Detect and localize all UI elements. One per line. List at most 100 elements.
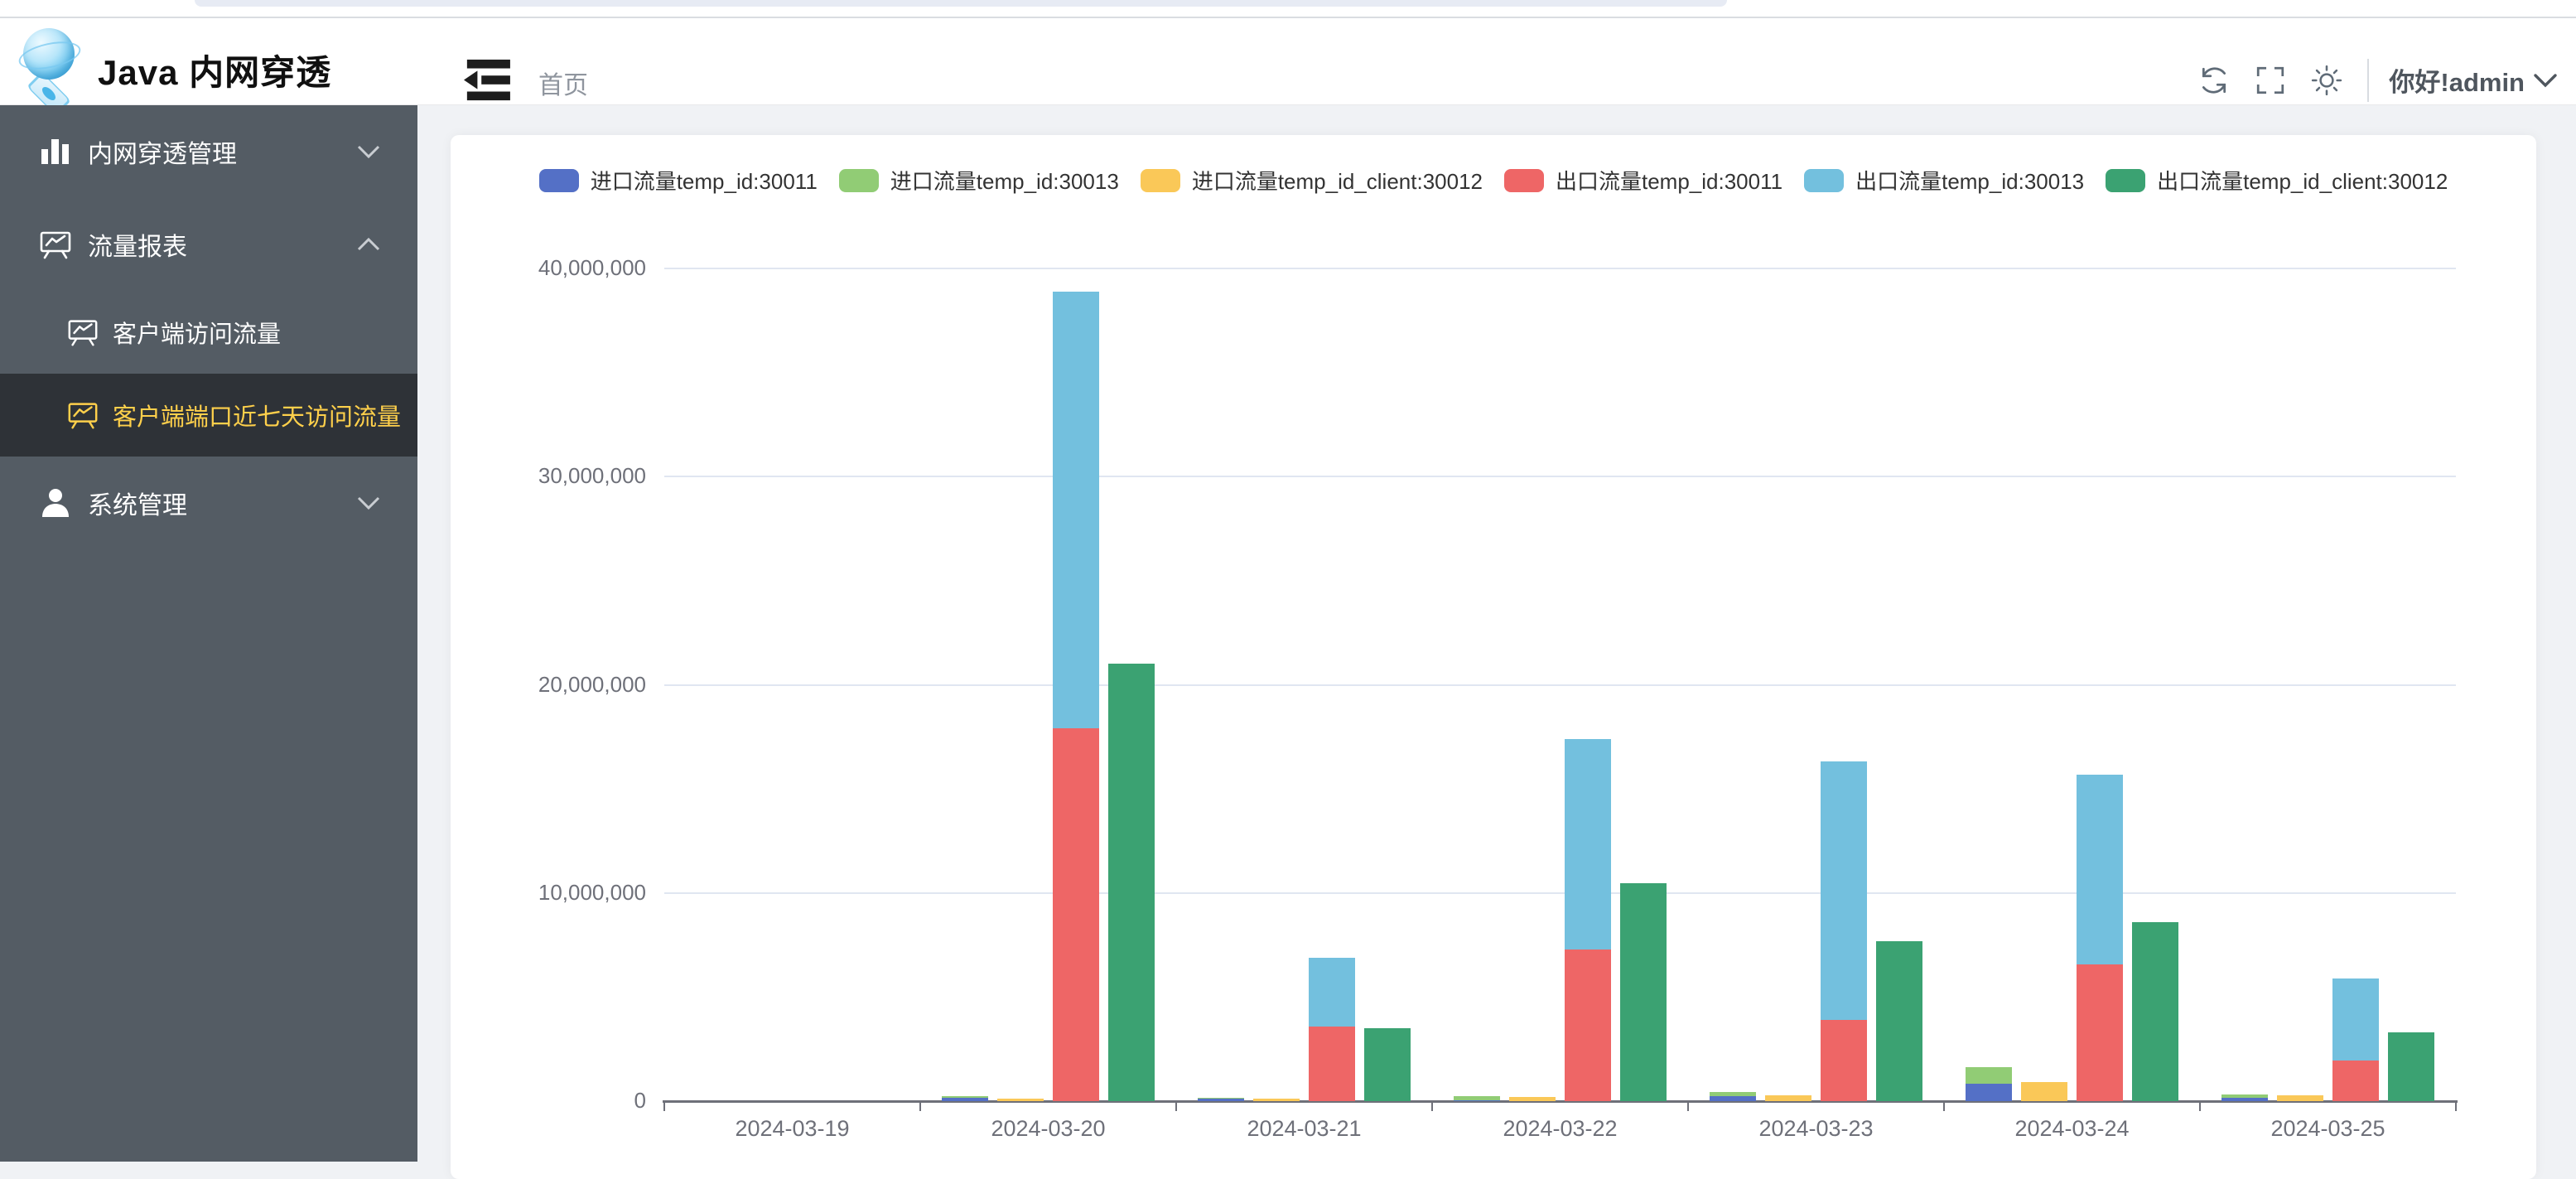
bar-segment[interactable]: [1710, 1096, 1756, 1101]
y-axis-label: 10,000,000: [538, 879, 646, 905]
bar-segment[interactable]: [2277, 1095, 2323, 1101]
bar-segment[interactable]: [2221, 1094, 2268, 1099]
x-axis-tick: [2199, 1101, 2201, 1111]
browser-bar-edge: [195, 0, 1727, 7]
bar-segment[interactable]: [1198, 1099, 1244, 1101]
legend-label: 出口流量temp_id:30013: [1855, 169, 2085, 194]
bar-segment[interactable]: [1108, 664, 1155, 1101]
bar-segment[interactable]: [1821, 1020, 1867, 1101]
chart-card: 进口流量temp_id:30011 进口流量temp_id:30013 进口流量te…: [451, 135, 2536, 1179]
app-logo: [17, 25, 86, 116]
legend-item[interactable]: 进口流量temp_id:30013: [838, 165, 1119, 196]
y-axis-label: 30,000,000: [538, 463, 646, 489]
legend-item[interactable]: 进口流量temp_id:30011: [538, 165, 818, 196]
bar-segment[interactable]: [1454, 1096, 1500, 1100]
sidebar-subitem-client-port-7day-traffic[interactable]: 客户端端口近七天访问流量: [0, 374, 417, 457]
legend-swatch: [838, 168, 879, 192]
theme-sun-icon[interactable]: [2311, 65, 2342, 96]
sidebar-item-tunnel-management[interactable]: 内网穿透管理: [0, 105, 417, 198]
x-axis-label: 2024-03-20: [991, 1116, 1106, 1141]
bar-segment[interactable]: [1821, 761, 1867, 1021]
bar-chart-plot: [663, 268, 2458, 1111]
bar-segment[interactable]: [1966, 1066, 2012, 1084]
bar-segment[interactable]: [1253, 1099, 1300, 1101]
sidebar-item-label: 流量报表: [88, 234, 187, 261]
x-axis-label: 2024-03-22: [1503, 1116, 1618, 1141]
legend-swatch: [1140, 168, 1180, 192]
bar-segment[interactable]: [2332, 1061, 2379, 1101]
x-axis-tick: [919, 1101, 921, 1111]
bar-segment[interactable]: [1565, 949, 1611, 1101]
legend-label: 进口流量temp_id:30011: [590, 169, 818, 194]
sidebar-subitem-label: 客户端端口近七天访问流量: [113, 404, 402, 431]
fullscreen-icon[interactable]: [2255, 65, 2286, 96]
chart-board-icon: [68, 403, 98, 429]
bar-segment[interactable]: [1876, 940, 1922, 1101]
legend-item[interactable]: 出口流量temp_id:30011: [1504, 165, 1782, 196]
bar-segment[interactable]: [1620, 883, 1667, 1101]
y-axis-label: 0: [634, 1088, 646, 1113]
sidebar-item-label: 内网穿透管理: [88, 141, 237, 168]
breadcrumb[interactable]: 首页: [538, 72, 588, 99]
bar-segment[interactable]: [2132, 921, 2178, 1101]
legend-label: 出口流量temp_id:30011: [1556, 169, 1783, 194]
bar-segment[interactable]: [1053, 291, 1099, 729]
chart-board-icon: [68, 320, 98, 346]
chevron-up-icon: [357, 237, 380, 251]
bar-segment[interactable]: [1565, 738, 1611, 949]
bar-segment[interactable]: [2077, 964, 2123, 1101]
x-axis-label: 2024-03-24: [2014, 1116, 2130, 1141]
header: Java 内网穿透 首页 你好!admin: [0, 18, 2576, 116]
bar-chart-icon: [41, 139, 69, 164]
bar-segment[interactable]: [2388, 1032, 2434, 1101]
legend-item[interactable]: 出口流量temp_id:30013: [1804, 165, 2084, 196]
sidebar-item-traffic-report[interactable]: 流量报表: [0, 198, 417, 291]
legend-swatch: [538, 168, 579, 192]
user-icon: [42, 489, 69, 517]
x-axis-label: 2024-03-25: [2270, 1116, 2385, 1141]
refresh-icon[interactable]: [2198, 65, 2230, 96]
bar-segment[interactable]: [942, 1097, 988, 1101]
bar-segment[interactable]: [2077, 774, 2123, 965]
bar-segment[interactable]: [1710, 1092, 1756, 1097]
bar-segment[interactable]: [1966, 1083, 2012, 1101]
bar-segment[interactable]: [1198, 1097, 1244, 1099]
bar-segment[interactable]: [2021, 1082, 2067, 1101]
sidebar-item-label: 系统管理: [88, 492, 187, 519]
y-axis-label: 20,000,000: [538, 671, 646, 697]
bar-segment[interactable]: [2332, 978, 2379, 1061]
x-axis-tick: [1431, 1101, 1433, 1111]
gridline: [664, 891, 2456, 894]
bar-segment[interactable]: [2221, 1098, 2268, 1101]
chart-legend: 进口流量temp_id:30011 进口流量temp_id:30013 进口流量te…: [451, 165, 2536, 196]
sidebar: 内网穿透管理 流量报表 客户端访问流量 客户端端口近七天访问流量: [0, 105, 417, 1162]
x-axis-label: 2024-03-19: [735, 1116, 850, 1141]
gridline: [664, 268, 2456, 269]
bar-segment[interactable]: [997, 1099, 1044, 1101]
legend-swatch: [1504, 168, 1544, 192]
bar-segment[interactable]: [1364, 1028, 1411, 1101]
sidebar-subitem-client-traffic[interactable]: 客户端访问流量: [0, 291, 417, 374]
gridline: [664, 476, 2456, 478]
sidebar-item-system-management[interactable]: 系统管理: [0, 457, 417, 549]
legend-swatch: [2106, 168, 2146, 192]
bar-segment[interactable]: [1454, 1099, 1500, 1101]
legend-label: 出口流量temp_id_client:30012: [2157, 169, 2448, 194]
x-axis-tick: [1175, 1101, 1177, 1111]
sidebar-fold-icon[interactable]: [462, 58, 510, 103]
bar-segment[interactable]: [1509, 1097, 1556, 1101]
legend-swatch: [1804, 168, 1845, 192]
gridline: [664, 684, 2456, 686]
bar-segment[interactable]: [942, 1096, 988, 1098]
bar-segment[interactable]: [1765, 1095, 1811, 1101]
user-dropdown[interactable]: 你好!admin: [2389, 61, 2558, 99]
chevron-down-icon: [2534, 73, 2557, 87]
bar-segment[interactable]: [1053, 728, 1099, 1101]
x-axis-line: [663, 1100, 2458, 1103]
chevron-down-icon: [357, 145, 380, 159]
bar-segment[interactable]: [1309, 1026, 1355, 1101]
legend-item[interactable]: 进口流量temp_id_client:30012: [1140, 165, 1483, 196]
legend-item[interactable]: 出口流量temp_id_client:30012: [2106, 165, 2448, 196]
bar-segment[interactable]: [1309, 957, 1355, 1027]
x-axis-tick: [2455, 1101, 2457, 1111]
